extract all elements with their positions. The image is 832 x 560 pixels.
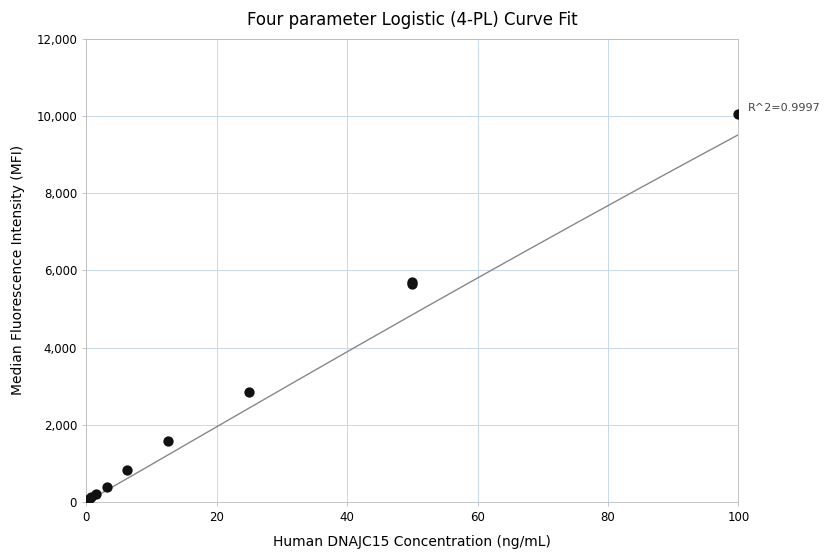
Point [100,483,113,492]
Point [243,388,256,396]
Y-axis label: Median Fluorescence Intensity (MFI): Median Fluorescence Intensity (MFI) [11,145,25,395]
Point [732,110,745,119]
Point [85,493,98,502]
Point [82,495,96,504]
Point [90,489,103,498]
X-axis label: Human DNAJC15 Concentration (ng/mL): Human DNAJC15 Concentration (ng/mL) [274,535,552,549]
Point [406,277,419,286]
Point [161,436,175,445]
Text: R^2=0.9997: R^2=0.9997 [748,104,821,114]
Title: Four parameter Logistic (4-PL) Curve Fit: Four parameter Logistic (4-PL) Curve Fit [247,11,577,29]
Point [406,279,419,288]
Point [121,466,134,475]
